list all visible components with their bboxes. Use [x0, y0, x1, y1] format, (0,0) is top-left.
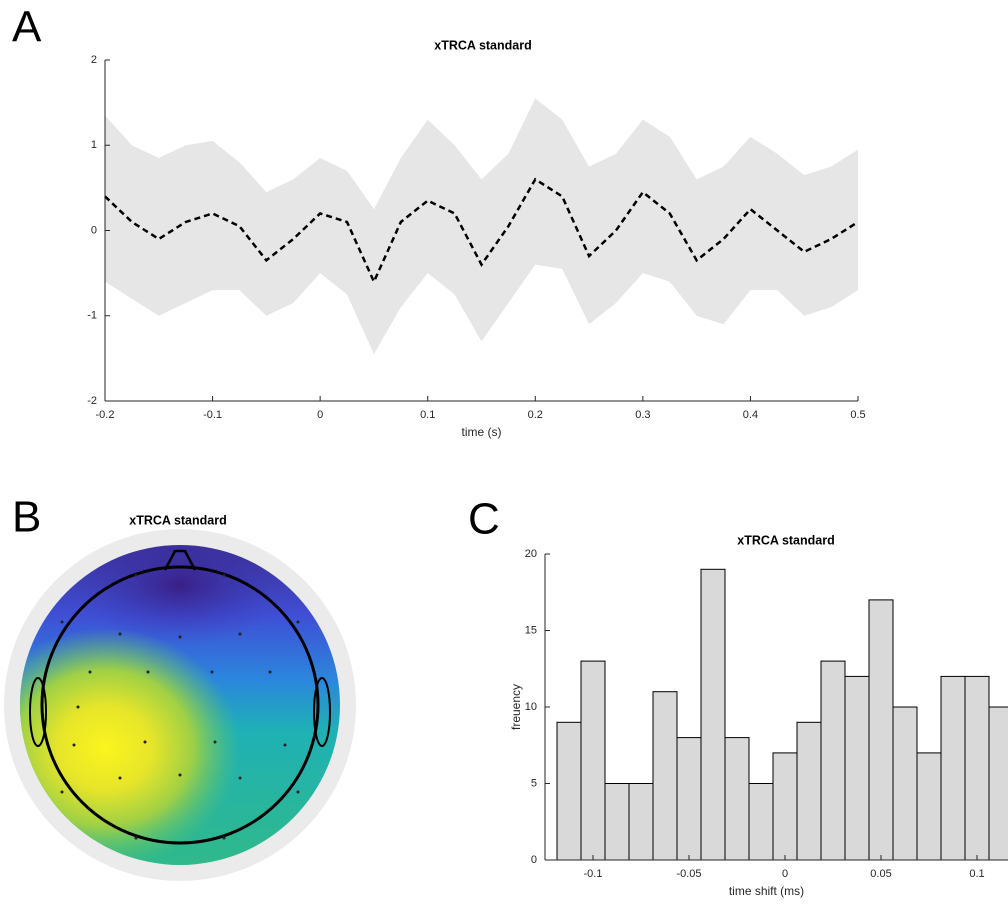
x-tick-label: 0.4 [743, 409, 758, 421]
x-tick-label: -0.05 [676, 868, 701, 880]
panel-label: B [12, 493, 41, 542]
panel-label: C [468, 495, 500, 544]
confidence-band [105, 98, 858, 355]
x-tick-label: 0.2 [528, 409, 543, 421]
x-axis-label: time (s) [462, 425, 502, 439]
histogram-bar [964, 675, 990, 861]
y-axis-label: freuency [509, 684, 523, 730]
y-tick-label: -2 [87, 395, 97, 407]
y-tick-label: 2 [91, 54, 97, 66]
histogram-bar [988, 706, 1008, 861]
panel-label: A [12, 3, 42, 52]
ear [29, 677, 47, 747]
x-tick-label: -0.2 [96, 409, 115, 421]
topomap-cold-spot [70, 545, 290, 645]
histogram-bar [676, 737, 702, 861]
histogram-bar [556, 721, 582, 861]
x-tick-label: 0.1 [969, 868, 984, 880]
histogram-bar [844, 675, 870, 861]
y-tick-label: 0 [531, 854, 537, 866]
histogram-bar [628, 783, 654, 861]
y-tick-label: 10 [525, 701, 537, 713]
head-outline [40, 565, 320, 845]
histogram-bar [796, 721, 822, 861]
x-tick-label: 0 [317, 409, 323, 421]
histogram-bar [724, 737, 750, 861]
histogram-bar [580, 660, 606, 861]
y-tick-label: 1 [91, 139, 97, 151]
histogram-bar [604, 783, 630, 861]
y-tick-label: 5 [531, 777, 537, 789]
nose [163, 549, 197, 571]
x-tick-label: 0.1 [420, 409, 435, 421]
x-tick-label: 0.5 [850, 409, 865, 421]
histogram-bar [940, 675, 966, 861]
topomap [4, 529, 356, 881]
histogram-bar [748, 783, 774, 861]
x-tick-label: -0.1 [203, 409, 222, 421]
histogram-bar [652, 691, 678, 861]
y-tick-label: 0 [91, 224, 97, 236]
electrodes [60, 573, 300, 840]
x-tick-label: -0.1 [584, 868, 603, 880]
y-tick-label: 20 [525, 548, 537, 560]
histogram-bar [868, 599, 894, 861]
chart-title: xTRCA standard [434, 38, 531, 52]
histogram-bar [892, 706, 918, 861]
histogram-bar [916, 752, 942, 861]
ear [313, 677, 331, 747]
mean-line [104, 177, 859, 285]
x-tick-label: 0.05 [870, 868, 891, 880]
histogram-bar [700, 568, 726, 861]
chart-title: xTRCA standard [129, 513, 226, 527]
x-axis-label: time shift (ms) [729, 884, 804, 898]
histogram-bar [820, 660, 846, 861]
x-tick-label: 0 [782, 868, 788, 880]
y-tick-label: 15 [525, 624, 537, 636]
chart-title: xTRCA standard [737, 533, 834, 547]
histogram-bar [772, 752, 798, 861]
y-tick-label: -1 [87, 310, 97, 322]
x-tick-label: 0.3 [635, 409, 650, 421]
